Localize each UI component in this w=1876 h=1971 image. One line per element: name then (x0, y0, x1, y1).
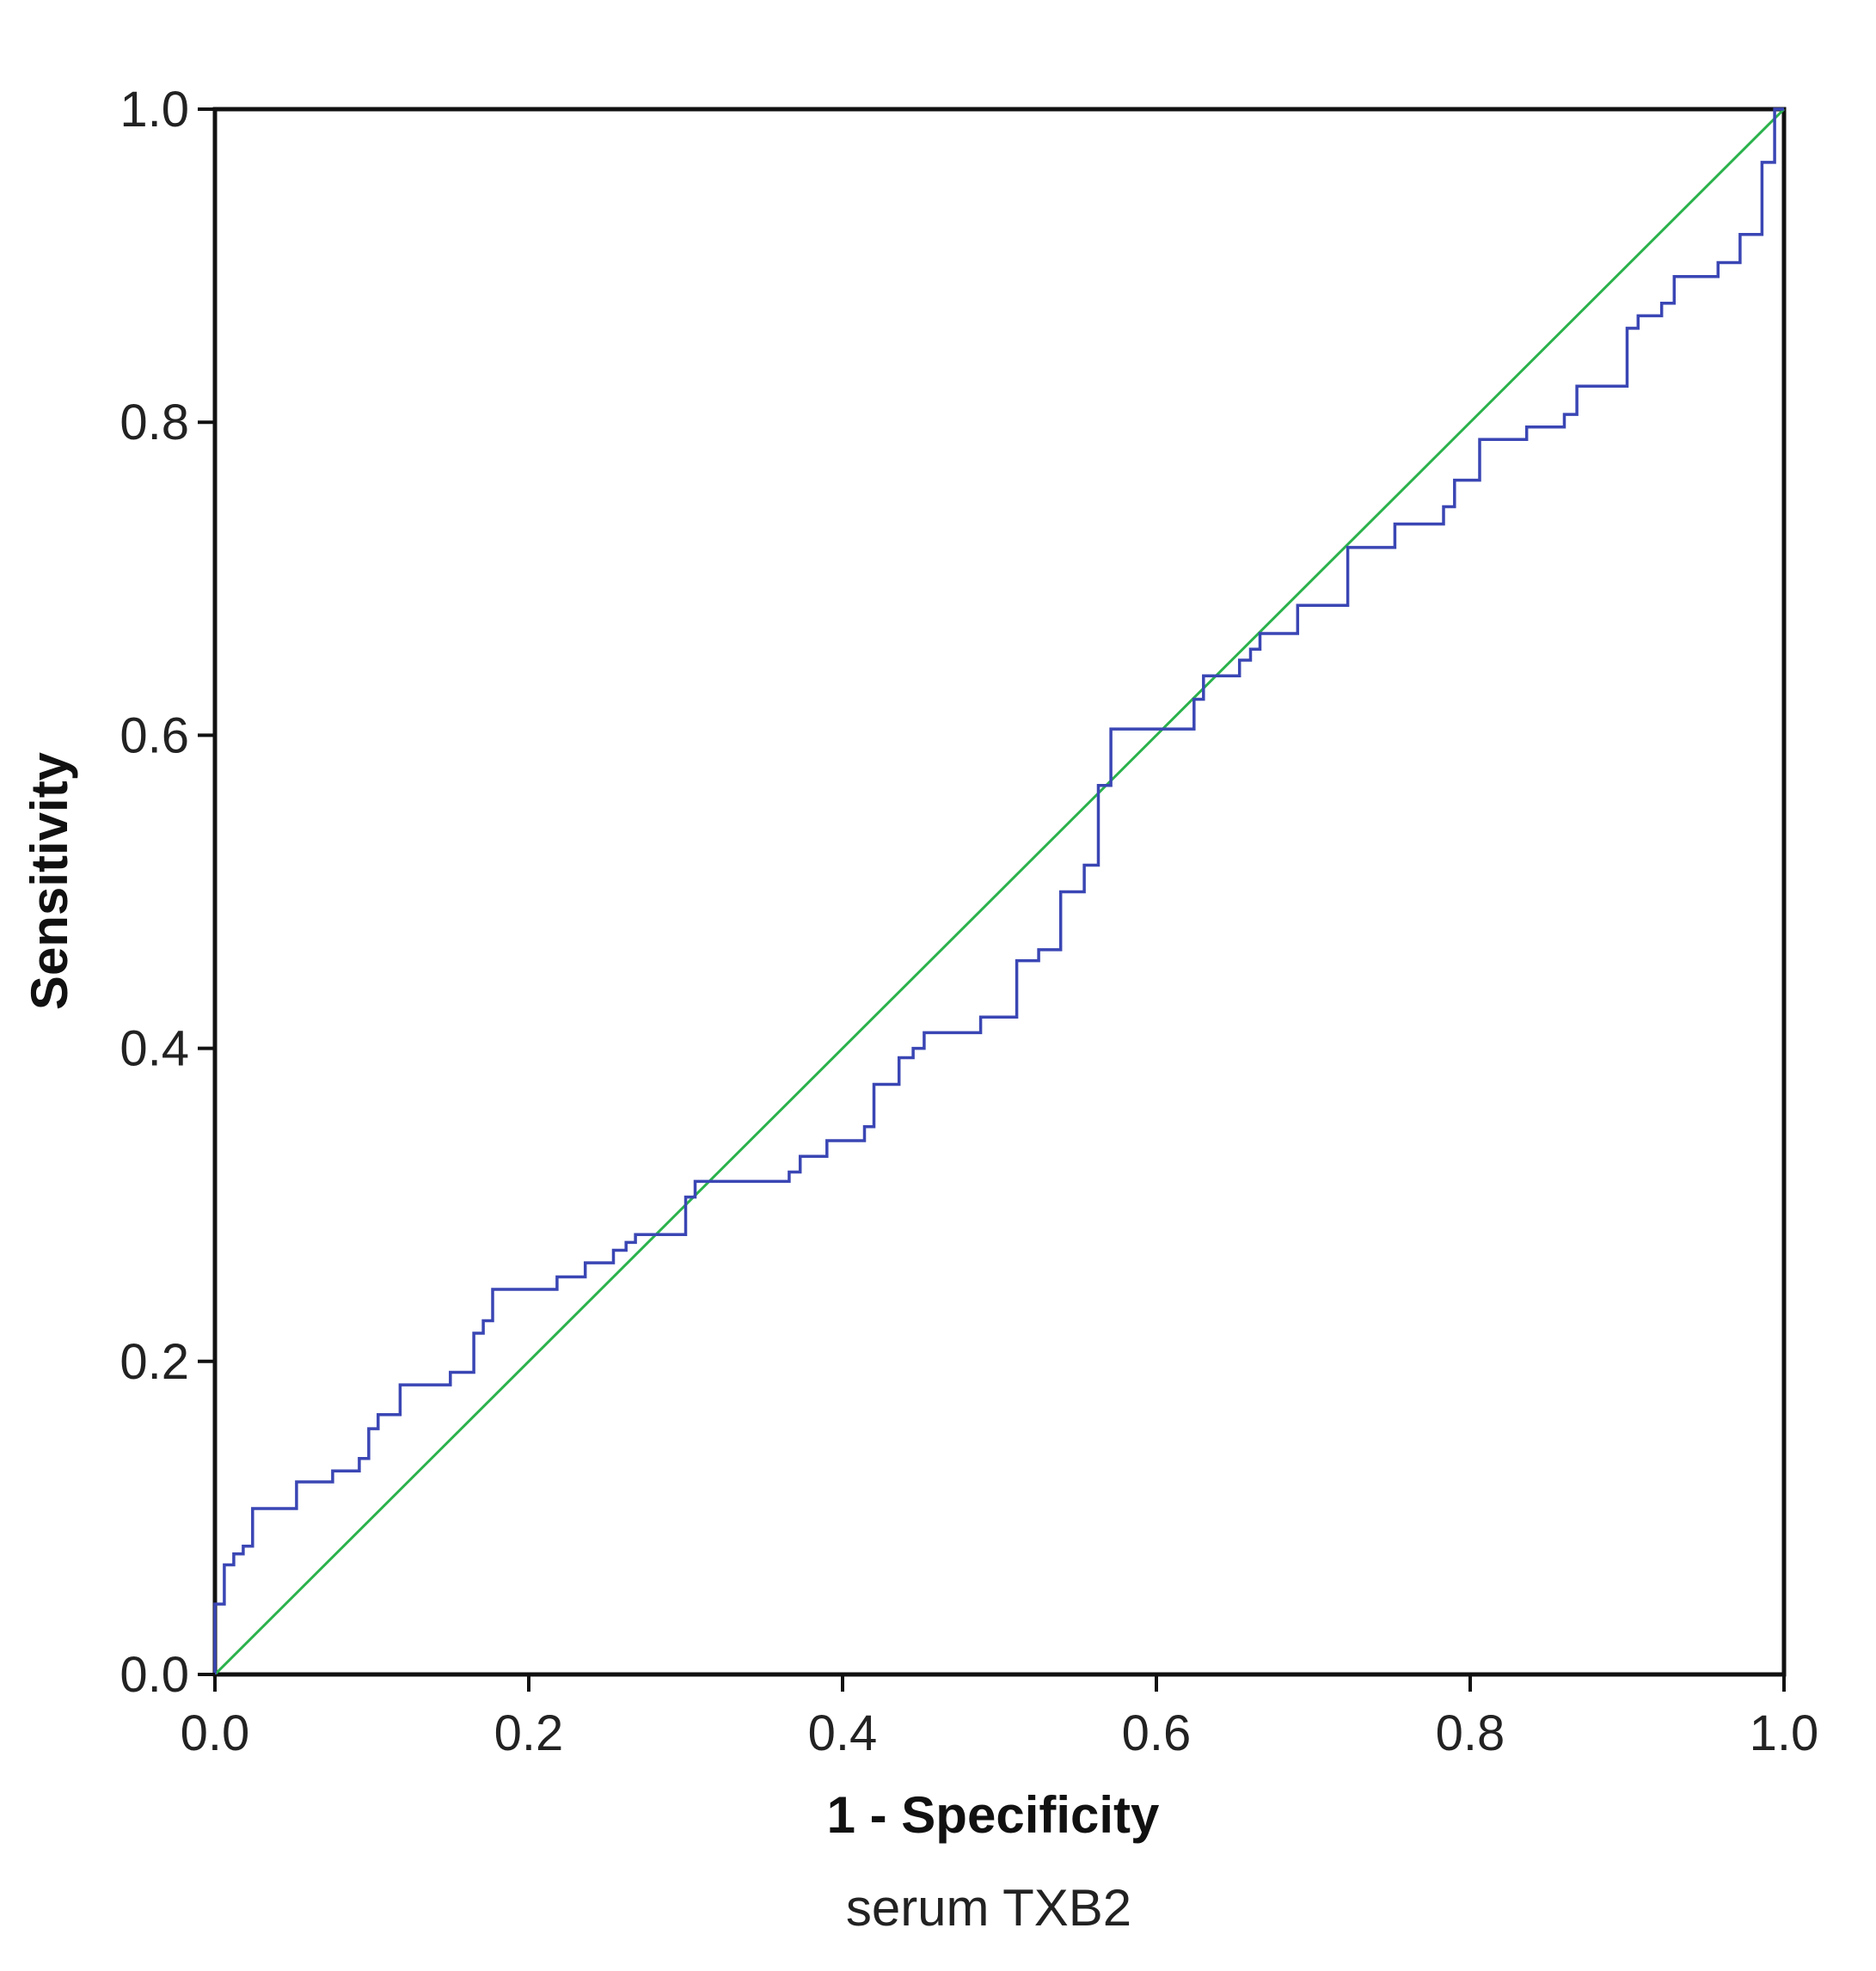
y-tick-label: 0.8 (120, 395, 189, 450)
chart-caption: serum TXB2 (846, 1879, 1131, 1937)
y-tick-label: 1.0 (120, 82, 189, 138)
y-tick-label: 0.4 (120, 1021, 189, 1077)
x-tick-label: 0.0 (181, 1705, 250, 1761)
reference-diagonal-line (213, 107, 1786, 1676)
x-tick-label: 0.4 (808, 1705, 878, 1761)
x-tick-label: 1.0 (1750, 1705, 1819, 1761)
y-tick-label: 0.2 (120, 1334, 189, 1390)
y-axis-title: Sensitivity (21, 751, 78, 1010)
plot-frame (212, 107, 1787, 1677)
x-tick-label: 0.8 (1436, 1705, 1505, 1761)
x-tick-label: 0.6 (1122, 1705, 1192, 1761)
y-tick-label: 0.0 (120, 1647, 189, 1703)
x-tick-label: 0.2 (494, 1705, 564, 1761)
y-tick-label: 0.6 (120, 707, 189, 763)
roc-curve-line (213, 107, 1784, 1674)
x-axis-title: 1 - Specificity (827, 1786, 1160, 1844)
